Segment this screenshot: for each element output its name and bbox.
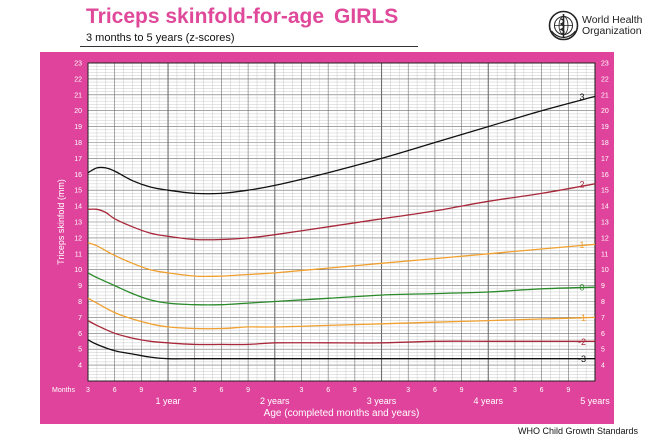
plot-border (87, 62, 596, 382)
y-tick-left: 4 (78, 363, 82, 370)
org-line-1: World Health (582, 14, 643, 26)
y-tick-right: 5 (601, 347, 605, 354)
month-tick-label: 3 (406, 387, 410, 394)
y-tick-left: 23 (74, 61, 82, 68)
year-tick-label: 1 year (156, 396, 181, 406)
y-tick-left: 15 (74, 188, 82, 195)
y-tick-left: 17 (74, 156, 82, 163)
org-name: World Health Organization (582, 15, 646, 37)
y-tick-right: 10 (601, 267, 609, 274)
month-tick-label: 3 (300, 387, 304, 394)
y-tick-right: 6 (601, 331, 605, 338)
year-tick-label: 5 years (580, 396, 610, 406)
y-tick-left: 21 (74, 92, 82, 99)
y-tick-right: 9 (601, 283, 605, 290)
chart-title: Triceps skinfold-for-age GIRLS (86, 5, 398, 29)
series-label: -1 (578, 313, 586, 323)
series-label: -3 (578, 354, 586, 364)
y-tick-right: 19 (601, 124, 609, 131)
source-note: WHO Child Growth Standards (517, 426, 638, 436)
y-tick-left: 6 (78, 331, 82, 338)
series-label: 3 (579, 92, 584, 102)
y-tick-right: 23 (601, 61, 609, 68)
y-tick-left: 10 (74, 267, 82, 274)
month-tick-label: 6 (326, 387, 330, 394)
series-label: 0 (579, 283, 584, 293)
y-tick-right: 21 (601, 92, 609, 99)
y-tick-right: 16 (601, 172, 609, 179)
series-line (87, 297, 596, 330)
title-main: Triceps skinfold-for-age (86, 5, 325, 28)
month-tick-label: 9 (139, 387, 143, 394)
year-tick-label: 3 years (367, 396, 397, 406)
x-unit-label: Months (52, 387, 75, 394)
series-line (87, 339, 595, 360)
series-label: -2 (578, 337, 586, 347)
month-tick-label: 3 (86, 387, 90, 394)
y-tick-left: 12 (74, 235, 82, 242)
y-tick-left: 9 (78, 283, 82, 290)
series-label: 1 (579, 240, 584, 250)
year-tick-label: 4 years (474, 396, 504, 406)
y-tick-right: 13 (601, 220, 609, 227)
month-tick-label: 9 (353, 387, 357, 394)
y-tick-right: 20 (601, 108, 609, 115)
y-tick-left: 11 (75, 251, 82, 258)
y-tick-left: 22 (74, 76, 82, 83)
org-line-2: Organization (582, 25, 642, 37)
series-label: 2 (579, 179, 584, 189)
y-tick-right: 22 (601, 76, 609, 83)
month-tick-label: 9 (246, 387, 250, 394)
year-tick-label: 2 years (260, 396, 290, 406)
y-tick-left: 5 (78, 347, 82, 354)
month-tick-label: 3 (513, 387, 517, 394)
y-tick-left: 18 (74, 140, 82, 147)
y-tick-right: 7 (601, 315, 605, 322)
grid (87, 62, 596, 382)
month-tick-label: 6 (113, 387, 117, 394)
chart-subtitle: 3 months to 5 years (z-scores) (86, 32, 235, 44)
month-tick-label: 3 (193, 387, 197, 394)
who-emblem-icon (548, 10, 579, 41)
y-tick-left: 13 (74, 220, 82, 227)
series-line (87, 183, 596, 241)
y-tick-right: 8 (601, 299, 605, 306)
y-tick-right: 15 (601, 188, 609, 195)
y-tick-left: 16 (74, 172, 82, 179)
y-tick-right: 12 (601, 235, 609, 242)
x-axis-title: Age (completed months and years) (264, 408, 420, 419)
y-tick-right: 11 (601, 251, 608, 258)
series-line (87, 320, 595, 346)
month-tick-label: 9 (460, 387, 464, 394)
y-tick-left: 8 (78, 299, 82, 306)
y-tick-left: 14 (74, 204, 82, 211)
month-tick-label: 6 (219, 387, 223, 394)
y-axis-title: Triceps skinfold (mm) (56, 179, 66, 265)
who-logo: World Health Organization (548, 10, 644, 42)
y-tick-right: 17 (601, 156, 609, 163)
y-tick-right: 18 (601, 140, 609, 147)
title-divider (80, 46, 418, 47)
y-tick-right: 4 (601, 363, 605, 370)
y-tick-left: 20 (74, 108, 82, 115)
series-line (87, 95, 596, 195)
series-line (87, 242, 596, 278)
series-line (87, 272, 596, 306)
month-tick-label: 9 (566, 387, 570, 394)
y-tick-left: 19 (74, 124, 82, 131)
title-sex: GIRLS (334, 5, 399, 28)
month-tick-label: 6 (433, 387, 437, 394)
month-tick-label: 6 (540, 387, 544, 394)
y-tick-left: 7 (78, 315, 82, 322)
y-tick-right: 14 (601, 204, 609, 211)
